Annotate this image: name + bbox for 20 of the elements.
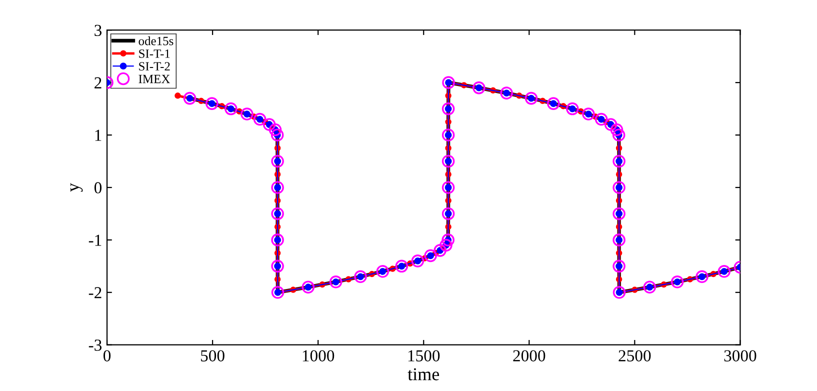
y-tick-label: 2	[94, 77, 102, 88]
y-tick-label: 0	[94, 182, 102, 194]
x-tick-label: 2000	[513, 350, 546, 362]
x-tick-label: 1500	[408, 350, 440, 362]
x-tick-label: 2500	[618, 350, 651, 362]
y-axis-title: y	[70, 183, 83, 192]
legend-label: IMEX	[138, 74, 170, 84]
x-tick-label: 3000	[724, 350, 756, 362]
y-tick-label: -3	[88, 340, 102, 351]
x-tick-label: 500	[201, 350, 224, 362]
legend-label: ode15s	[138, 36, 174, 46]
x-axis-title: time	[408, 368, 440, 380]
y-tick-label: -1	[88, 234, 102, 246]
y-tick-label: -2	[88, 287, 102, 298]
legend-label: SI-T-1	[139, 49, 170, 58]
legend-label: SI-T-2	[139, 62, 170, 71]
y-tick-label: 3	[94, 24, 102, 36]
x-tick-label: 0	[103, 350, 111, 362]
x-tick-label: 1000	[302, 350, 334, 362]
y-tick-label: 1	[95, 130, 102, 141]
